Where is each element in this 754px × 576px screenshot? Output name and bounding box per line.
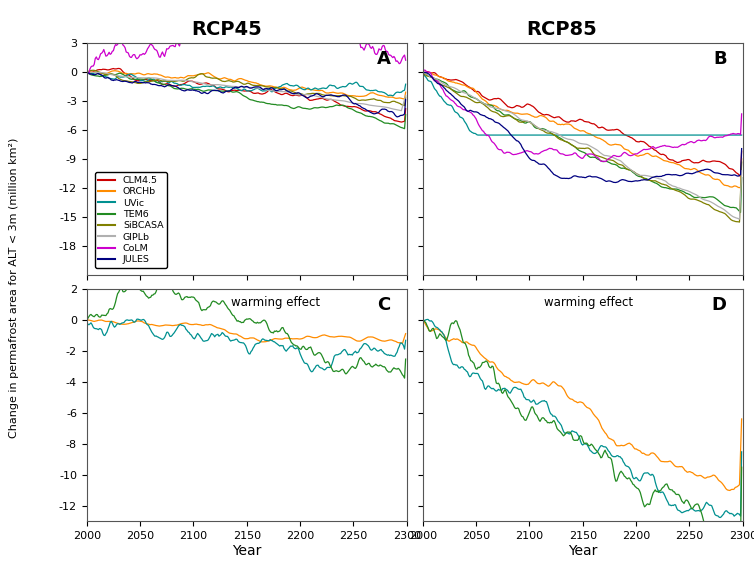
X-axis label: Year: Year xyxy=(232,544,262,558)
Text: A: A xyxy=(377,50,391,68)
Text: D: D xyxy=(712,296,727,314)
Text: C: C xyxy=(378,296,391,314)
Text: RCP85: RCP85 xyxy=(526,20,597,39)
Text: warming effect: warming effect xyxy=(544,296,633,309)
X-axis label: Year: Year xyxy=(568,544,597,558)
Text: RCP45: RCP45 xyxy=(191,20,262,39)
Text: B: B xyxy=(713,50,727,68)
Legend: CLM4.5, ORCHb, UVic, TEM6, SiBCASA, GIPLb, CoLM, JULES: CLM4.5, ORCHb, UVic, TEM6, SiBCASA, GIPL… xyxy=(95,172,167,268)
Text: warming effect: warming effect xyxy=(231,296,320,309)
Text: Change in permafrost area for ALT < 3m (million km²): Change in permafrost area for ALT < 3m (… xyxy=(8,138,19,438)
